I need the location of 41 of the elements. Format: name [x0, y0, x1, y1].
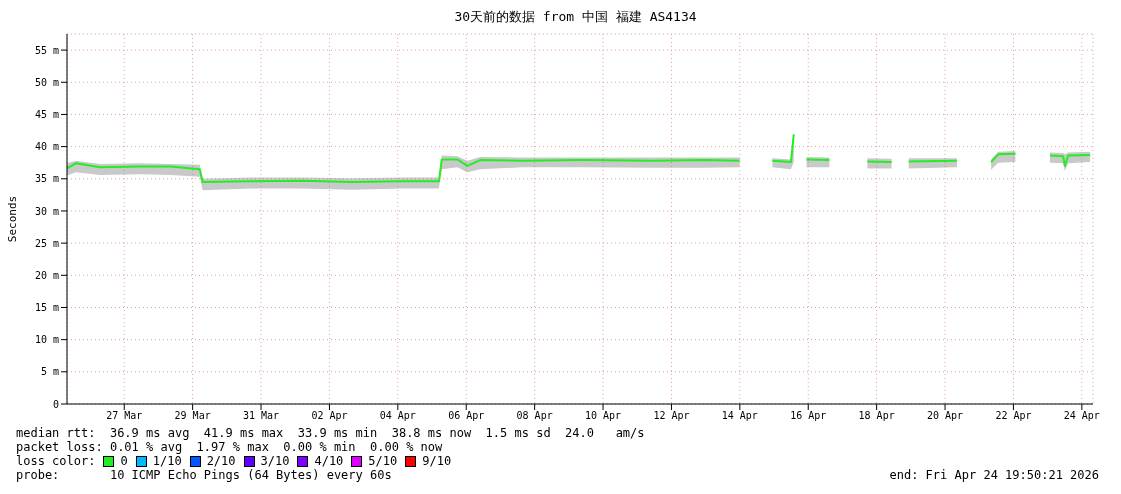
y-tick-label: 40 m: [34, 141, 59, 153]
chart-title: 30天前的数据 from 中国 福建 AS4134: [453, 8, 698, 26]
text: 1/10: [152, 454, 182, 468]
x-tick-label: 06 Apr: [448, 410, 485, 422]
y-axis-title: Seconds: [5, 195, 19, 243]
text: 4/10: [314, 454, 344, 468]
x-tick-label: 29 Mar: [174, 410, 211, 422]
y-tick-label: 25 m: [34, 237, 59, 249]
y-tick-label: 15 m: [34, 302, 59, 314]
x-tick-label: 16 Apr: [790, 410, 827, 422]
x-tick-label: 20 Apr: [926, 410, 964, 422]
x-tick-label: 02 Apr: [311, 410, 348, 422]
y-tick-label: 5 m: [40, 366, 59, 378]
x-tick-label: 22 Apr: [995, 410, 1032, 422]
x-tick-label: 24 Apr: [1063, 410, 1100, 422]
y-tick-label: 50 m: [34, 76, 59, 88]
text: loss color:: [16, 454, 96, 468]
x-tick-label: 14 Apr: [721, 410, 758, 422]
text: packet loss: 0.01 % avg 1.97 % max 0.00 % min 0.00 % now: [16, 440, 444, 454]
x-tick-label: 04 Apr: [379, 410, 416, 422]
x-tick-label: 18 Apr: [858, 410, 895, 422]
y-tick-label: 55 m: [34, 44, 59, 56]
y-tick-label: 30 m: [34, 205, 59, 217]
text: probe: 10 ICMP Echo Pings (64 Bytes) every 60s: [16, 468, 392, 482]
y-tick-label: 20 m: [34, 269, 59, 281]
text: 0: [120, 454, 128, 468]
text: median rtt: 36.9 ms avg 41.9 ms max 33.9 ms min 38.8 ms now 1.5 ms sd 24.0 am/s: [16, 426, 646, 440]
x-tick-label: 12 Apr: [653, 410, 690, 422]
y-tick-label: 0: [52, 398, 59, 410]
x-tick-label: 31 Mar: [242, 410, 280, 422]
x-tick-label: 08 Apr: [516, 410, 553, 422]
y-tick-label: 45 m: [34, 108, 59, 120]
y-tick-label: 10 m: [34, 334, 59, 346]
text: 5/10: [368, 454, 398, 468]
text: 3/10: [260, 454, 290, 468]
x-tick-label: 10 Apr: [584, 410, 622, 422]
x-tick-label: 27 Mar: [106, 410, 143, 422]
text: 9/10: [422, 454, 452, 468]
y-tick-label: 35 m: [34, 173, 59, 185]
text: 2/10: [206, 454, 236, 468]
text: end: Fri Apr 24 19:50:21 2026: [889, 468, 1099, 482]
